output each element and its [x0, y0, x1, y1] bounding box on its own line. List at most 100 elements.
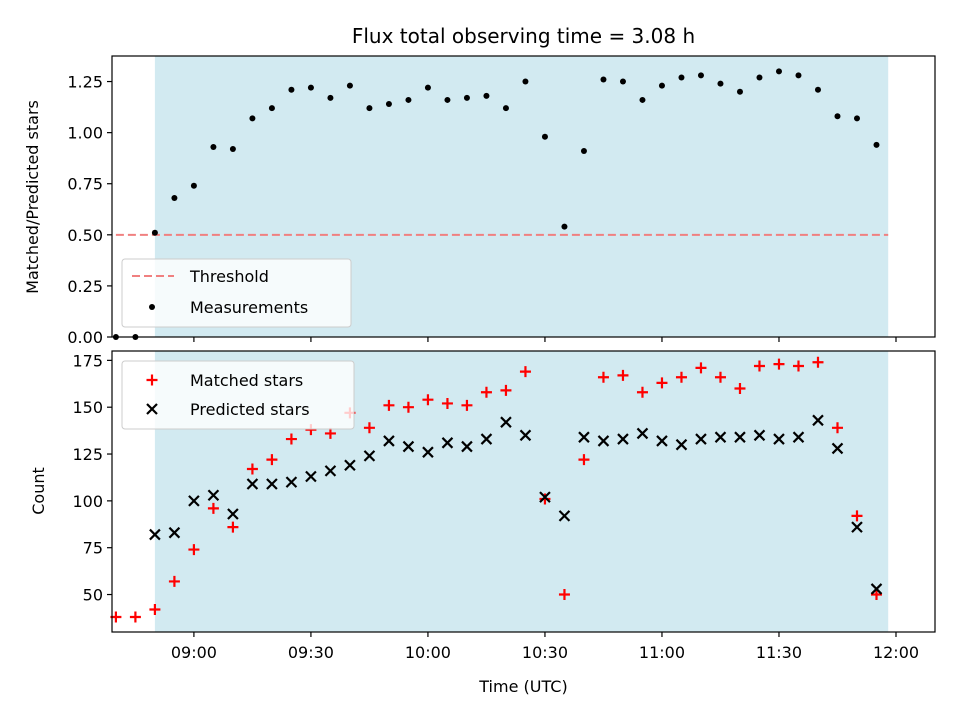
matched-stars-point — [675, 371, 687, 383]
predicted-stars-point — [695, 433, 707, 445]
matched-stars-point — [188, 544, 200, 556]
top-axes-frame — [111, 55, 936, 338]
measurements-point — [366, 105, 373, 112]
measurements-point — [346, 82, 353, 89]
matched-stars-point — [597, 371, 609, 383]
matched-stars-point — [656, 377, 668, 389]
matched-stars-point — [227, 521, 239, 533]
bottom-panel: 50 75 100 125 150 175 09:00 09:30 10:00 10:30 11:0… — [72, 350, 936, 662]
measurements-point — [385, 101, 392, 108]
matched-stars-point — [207, 502, 219, 514]
measurements-point — [619, 78, 626, 85]
matched-stars-point — [773, 358, 785, 370]
top-y-tick-label: 1.00 — [67, 124, 103, 143]
bottom-axes-frame — [111, 350, 936, 633]
top-y-tick-label: 0.25 — [67, 277, 103, 296]
bottom-legend: Matched stars Predicted stars — [121, 360, 355, 430]
predicted-stars-point — [792, 431, 805, 443]
matched-stars-point — [461, 399, 473, 411]
predicted-stars-point — [441, 437, 454, 449]
legend-box — [121, 360, 355, 430]
measurements-point — [424, 84, 431, 91]
measurements-point — [444, 96, 451, 103]
predicted-stars-point — [363, 450, 376, 462]
measurements-point — [697, 72, 704, 79]
predicted-stars-point — [734, 431, 746, 443]
measurements-point — [853, 115, 860, 122]
matched-stars-point — [734, 382, 746, 394]
measurements-point — [268, 105, 275, 112]
predicted-stars-point — [870, 583, 883, 595]
measurements-point — [502, 105, 509, 112]
predicted-stars-point — [207, 489, 220, 502]
matched-stars-point — [812, 356, 824, 368]
bottom-y-tick-label: 175 — [72, 351, 103, 370]
matched-stars-point — [578, 454, 590, 466]
matched-stars-point — [695, 362, 707, 374]
measurements-point — [600, 76, 607, 83]
matched-stars-point — [558, 589, 570, 601]
top-y-tick-label: 0.75 — [67, 175, 103, 194]
predicted-stars-point — [597, 435, 610, 447]
measurements-point — [834, 113, 841, 120]
measurements-point — [249, 115, 256, 122]
matched-stars-point — [266, 454, 278, 466]
legend-measurements-label: Measurements — [190, 298, 308, 317]
predicted-stars-point — [305, 470, 317, 483]
predicted-stars-point — [831, 442, 844, 455]
matched-stars-point — [714, 371, 726, 383]
predicted-stars-point — [480, 433, 493, 445]
matched-stars-point — [851, 510, 863, 522]
matched-stars-point — [831, 422, 843, 434]
legend-predicted-swatch — [146, 403, 158, 415]
matched-stars-point — [480, 386, 492, 398]
x-tick-label: 11:30 — [756, 643, 802, 662]
x-tick-label: 09:30 — [288, 643, 334, 662]
predicted-stars-point — [188, 495, 200, 507]
predicted-stars-point — [168, 526, 181, 539]
matched-stars-point — [246, 463, 258, 475]
predicted-stars-point — [461, 440, 473, 453]
measurements-point — [210, 143, 217, 150]
bottom-y-tick-label: 75 — [83, 539, 103, 558]
bottom-y-tick-label: 150 — [72, 398, 103, 417]
predicted-stars-point — [500, 416, 512, 428]
matched-stars-point — [753, 360, 765, 372]
predicted-stars-point — [558, 510, 571, 522]
x-tick-label: 10:00 — [405, 643, 451, 662]
measurements-point — [736, 88, 743, 95]
predicted-stars-point — [851, 521, 863, 533]
chart-title: Flux total observing time = 3.08 h — [352, 24, 695, 48]
predicted-stars-point — [773, 433, 785, 445]
measurements-point — [229, 145, 236, 152]
measurements-point — [756, 74, 763, 81]
predicted-stars-point — [539, 491, 551, 503]
measurements-point — [522, 78, 529, 85]
matched-stars-point — [402, 401, 414, 413]
matched-stars-point — [363, 422, 375, 434]
bottom-y-axis-label: Count — [29, 467, 48, 515]
matched-stars-point — [441, 397, 453, 409]
matched-stars-point — [617, 369, 629, 381]
matched-stars-point — [129, 611, 141, 623]
predicted-stars-point — [149, 528, 161, 541]
legend-threshold-label: Threshold — [189, 267, 269, 286]
x-tick-label: 12:00 — [873, 643, 919, 662]
measurements-point — [561, 223, 568, 230]
predicted-stars-point — [714, 431, 727, 443]
x-axis-label: Time (UTC) — [478, 677, 567, 696]
measurements-point — [775, 68, 782, 75]
matched-stars-point — [168, 575, 180, 587]
measurements-point — [405, 96, 412, 103]
matched-stars-point — [500, 384, 512, 396]
predicted-stars-point — [656, 435, 668, 447]
matched-stars-point — [519, 366, 531, 378]
matched-stars-point — [285, 433, 297, 445]
measurements-point — [327, 94, 334, 101]
predicted-stars-point — [324, 465, 337, 477]
measurements-point — [658, 82, 665, 89]
predicted-stars-point — [578, 431, 590, 443]
measurements-point — [483, 92, 490, 99]
matched-stars-point — [870, 589, 882, 601]
predicted-stars-point — [246, 478, 259, 490]
